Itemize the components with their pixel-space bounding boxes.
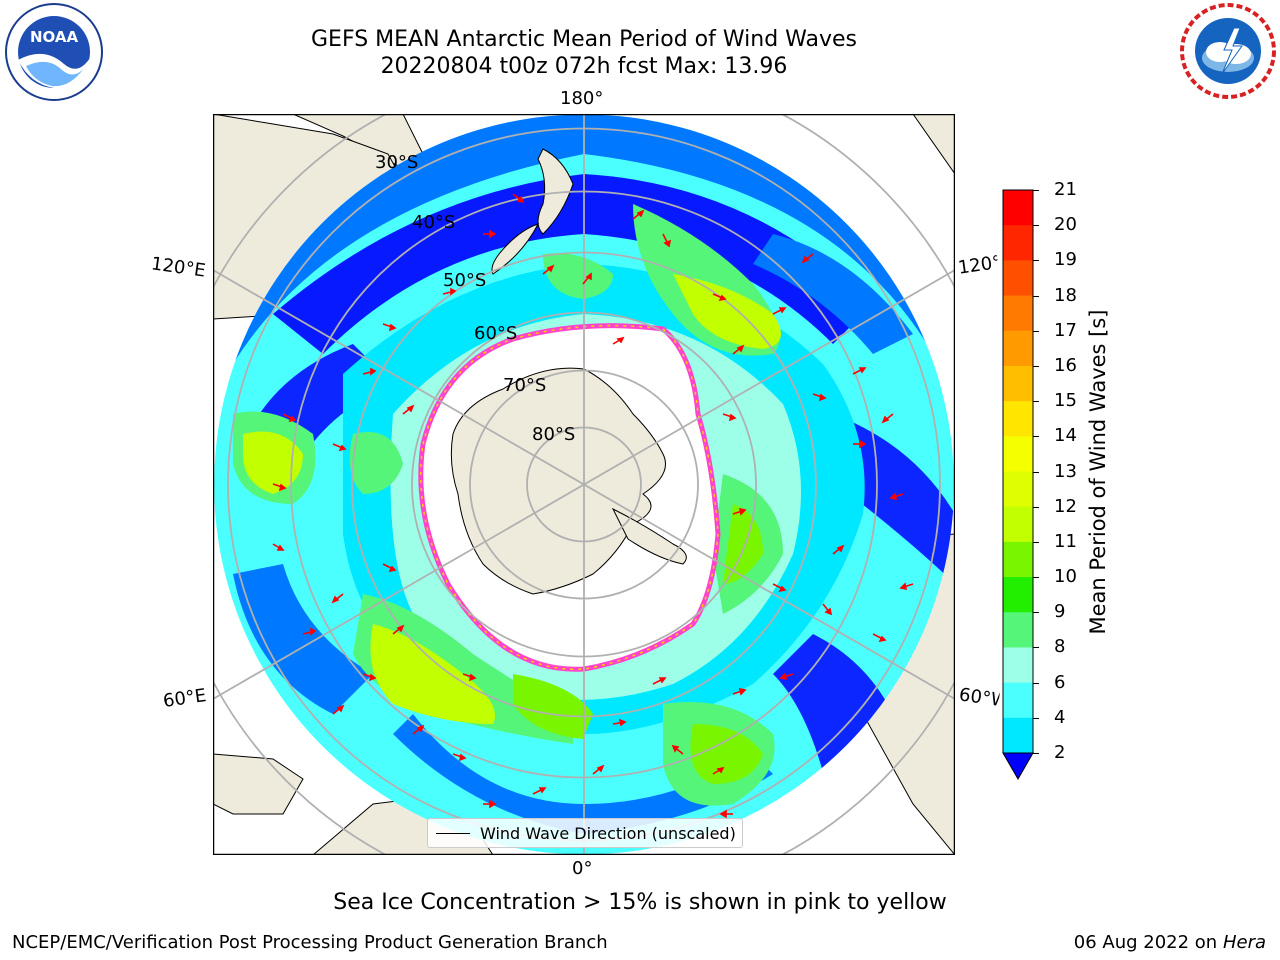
colorbar-segment	[1003, 225, 1033, 261]
colorbar-tick-mark	[1033, 717, 1039, 719]
colorbar-tick-label: 18	[1054, 284, 1077, 306]
colorbar-tick-label: 10	[1054, 566, 1077, 588]
colorbar-tick-mark	[1033, 190, 1039, 191]
lon-label-60e: 60°E	[161, 685, 208, 712]
colorbar-extend-arrow	[1002, 752, 1034, 781]
colorbar-tick-mark	[1033, 225, 1039, 227]
colorbar-segment	[1003, 190, 1033, 226]
lon-label-120w: 120°W	[956, 252, 1000, 279]
lon-label-120e: 120°E	[149, 253, 207, 282]
colorbar-tick-label: 17	[1054, 319, 1077, 341]
colorbar-tick-mark	[1033, 471, 1039, 473]
colorbar-tick-label: 4	[1054, 706, 1066, 728]
colorbar-segment	[1003, 647, 1033, 684]
machine-name: Hera	[1222, 932, 1266, 953]
colorbar-segment	[1003, 260, 1033, 297]
colorbar-tick-label: 2	[1054, 742, 1066, 763]
colorbar-tick-label: 8	[1054, 636, 1066, 658]
noaa-logo-text: NOAA	[30, 28, 79, 46]
map-panel[interactable]: 180° 0° 120°E 60°E 120°W 60°W 30°S 40°S …	[150, 88, 1000, 879]
colorbar-tick-mark	[1033, 682, 1039, 684]
date-text: 06 Aug 2022 on	[1073, 932, 1218, 953]
colorbar-tick-mark	[1033, 330, 1039, 332]
map-frame	[213, 114, 955, 855]
nws-logo	[1180, 3, 1276, 99]
colorbar-tick-mark	[1033, 612, 1039, 614]
wind-wave-arrows	[272, 193, 914, 819]
colorbar-segment	[1003, 401, 1033, 437]
colorbar-segment	[1003, 541, 1033, 578]
colorbar-tick-mark	[1033, 436, 1039, 438]
lat-label-30s: 30°S	[375, 152, 419, 173]
colorbar-segment	[1003, 506, 1033, 543]
colorbar-tick-mark	[1033, 506, 1039, 508]
colorbar-segment	[1003, 436, 1033, 472]
colorbar-tick-label: 20	[1054, 214, 1077, 236]
legend-label: Wind Wave Direction (unscaled)	[480, 823, 736, 843]
colorbar-tick-mark	[1033, 365, 1039, 367]
colorbar-segment	[1003, 365, 1033, 402]
colorbar-tick-mark	[1033, 401, 1039, 403]
colorbar-segment	[1003, 682, 1033, 719]
lon-label-180: 180°	[560, 88, 604, 109]
colorbar-tick-mark	[1033, 647, 1039, 649]
colorbar-tick-label: 6	[1054, 671, 1066, 693]
lon-label-0: 0°	[572, 858, 593, 879]
wave-period-map[interactable]	[213, 114, 955, 855]
colorbar-tick-mark	[1033, 541, 1039, 543]
noaa-logo: NOAA	[5, 3, 103, 101]
graticule	[213, 114, 955, 855]
colorbar-tick-label: 14	[1054, 425, 1077, 447]
colorbar-tick-label: 19	[1054, 249, 1077, 271]
colorbar-tick-label: 11	[1054, 530, 1077, 552]
credit-line: NCEP/EMC/Verification Post Processing Pr…	[12, 932, 608, 953]
colorbar-tick-mark	[1033, 295, 1039, 297]
sea-ice-note: Sea Ice Concentration > 15% is shown in …	[333, 890, 947, 915]
colorbar-segment	[1003, 612, 1033, 648]
lat-label-60s: 60°S	[474, 323, 518, 344]
lat-label-50s: 50°S	[443, 270, 487, 291]
colorbar-tick-label: 16	[1054, 354, 1077, 376]
colorbar-segment	[1003, 717, 1033, 754]
colorbar-tick-label: 15	[1054, 390, 1077, 412]
new-zealand	[537, 148, 574, 235]
lat-label-70s: 70°S	[503, 375, 547, 396]
colorbar-segment	[1003, 330, 1033, 367]
colorbar-tick-label: 9	[1054, 601, 1066, 623]
map-subtitle: 20220804 t00z 072h fcst Max: 13.96	[380, 54, 788, 79]
lon-label-60w: 60°W	[957, 684, 1001, 711]
legend-line-icon	[436, 832, 470, 834]
colorbar	[1002, 189, 1034, 781]
colorbar-tick-label: 13	[1054, 460, 1077, 482]
colorbar-segment	[1003, 295, 1033, 332]
colorbar-tick-mark	[1033, 260, 1039, 262]
colorbar-tick-mark	[1033, 753, 1039, 754]
colorbar-tick-label: 21	[1054, 179, 1077, 200]
lat-label-40s: 40°S	[412, 212, 456, 233]
colorbar-label: Mean Period of Wind Waves [s]	[1086, 309, 1110, 635]
map-legend: Wind Wave Direction (unscaled)	[427, 818, 743, 848]
antarctica	[450, 367, 666, 595]
lat-label-80s: 80°S	[532, 424, 576, 445]
map-title: GEFS MEAN Antarctic Mean Period of Wind …	[311, 27, 857, 52]
colorbar-tick-label: 12	[1054, 495, 1077, 517]
colorbar-segment	[1003, 577, 1033, 613]
colorbar-segment	[1003, 471, 1033, 508]
date-stamp: 06 Aug 2022 on Hera	[1074, 932, 1266, 953]
colorbar-tick-mark	[1033, 577, 1039, 579]
